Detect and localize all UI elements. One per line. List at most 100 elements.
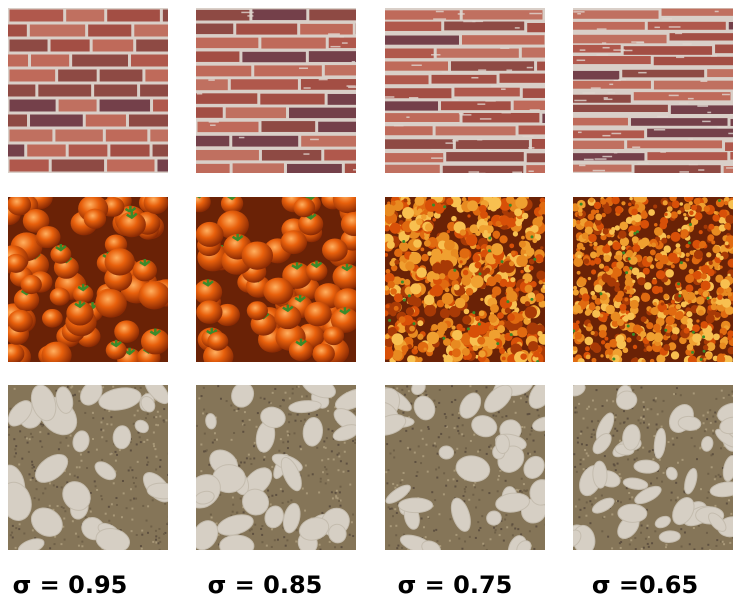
spot (634, 204, 639, 209)
grain (670, 499, 672, 501)
spot (573, 286, 577, 290)
grain (388, 544, 390, 546)
grain (611, 547, 613, 549)
speck (299, 68, 308, 70)
spot (699, 230, 703, 234)
grain (454, 427, 456, 429)
grain (256, 426, 258, 428)
grain (28, 451, 30, 453)
brick (446, 152, 524, 161)
spot (521, 236, 525, 240)
grain (343, 471, 345, 473)
spot (680, 232, 686, 238)
grain (579, 509, 581, 511)
grain (694, 445, 696, 447)
spot (462, 315, 471, 324)
speck (602, 42, 606, 44)
grain (129, 466, 131, 468)
grain (294, 432, 296, 434)
grain (220, 398, 222, 400)
spot (633, 193, 642, 202)
grain (254, 442, 256, 444)
grain (110, 416, 112, 418)
spot (506, 287, 514, 295)
grain (274, 388, 276, 390)
grain (456, 448, 458, 450)
spot (719, 210, 727, 218)
grain (282, 490, 284, 492)
spot (577, 277, 586, 286)
spot (525, 306, 537, 318)
spot (513, 231, 518, 236)
spot (646, 332, 655, 341)
brick (0, 115, 27, 127)
grain (226, 400, 228, 402)
grain (577, 437, 579, 439)
grain (438, 513, 440, 515)
spot (424, 305, 436, 317)
spot (668, 307, 677, 316)
grain (108, 506, 110, 508)
speck (385, 96, 394, 98)
speck (478, 69, 486, 71)
grain (74, 394, 76, 396)
grain (521, 491, 523, 493)
grain (720, 447, 722, 449)
grain (35, 480, 37, 482)
grain (595, 497, 597, 499)
grain (355, 439, 357, 441)
grain (146, 457, 148, 459)
grain (422, 455, 424, 457)
grain (26, 437, 28, 439)
grain (85, 516, 87, 518)
spot (604, 337, 608, 341)
spot (582, 247, 586, 251)
grain (454, 451, 456, 453)
grain (431, 491, 433, 493)
brick (646, 177, 723, 185)
grain (319, 549, 321, 551)
grain (353, 410, 355, 412)
spot (676, 247, 681, 252)
spot (459, 248, 469, 258)
grain (130, 488, 132, 490)
grain (648, 546, 650, 548)
grain (714, 478, 716, 480)
spot (663, 344, 670, 351)
spot (533, 351, 539, 357)
blob (399, 498, 433, 513)
grain (155, 535, 157, 537)
grain (326, 437, 328, 439)
brick (443, 166, 524, 175)
grain (29, 473, 31, 475)
speck (247, 15, 253, 17)
brick (662, 9, 733, 16)
speck (452, 140, 458, 142)
spot (399, 261, 404, 266)
brick (169, 136, 229, 146)
brick (51, 40, 90, 52)
grain (425, 536, 427, 538)
spot (515, 219, 522, 226)
grain (672, 444, 674, 446)
grain (650, 408, 652, 410)
spot (629, 294, 632, 297)
grain (56, 486, 58, 488)
grain (449, 540, 451, 542)
spot (467, 214, 470, 217)
tomato (5, 254, 26, 273)
tomato (312, 343, 335, 363)
grain (601, 530, 603, 532)
grain (323, 446, 325, 448)
spot (708, 224, 714, 230)
brick (355, 75, 428, 84)
grain (146, 464, 148, 466)
grain (140, 545, 142, 547)
grain (81, 541, 83, 543)
spot (447, 230, 450, 233)
spot (689, 250, 694, 255)
brick (66, 10, 104, 22)
leaf (692, 331, 695, 334)
spot (525, 285, 533, 293)
tomato (41, 342, 71, 369)
